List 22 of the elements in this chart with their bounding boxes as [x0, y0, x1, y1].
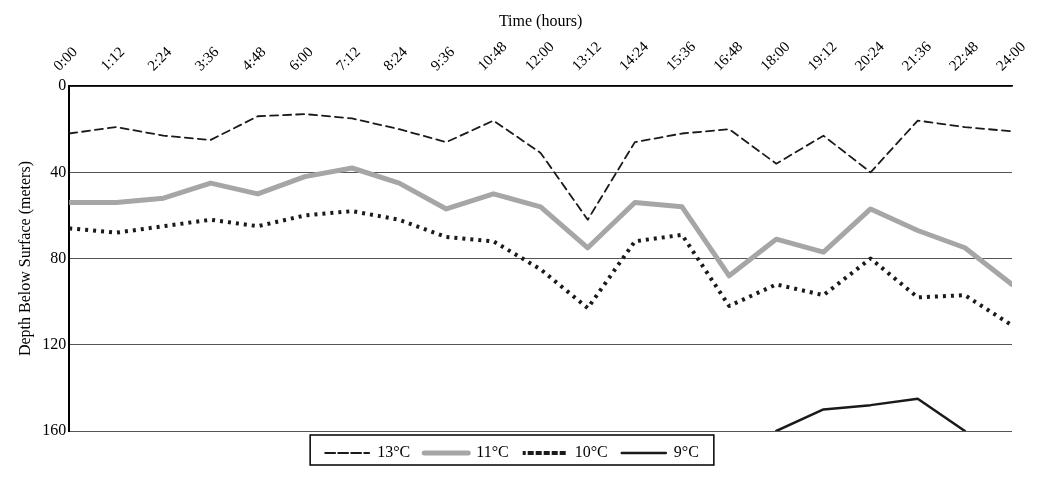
x-tick-label: 4:48 [238, 43, 269, 74]
y-axis-title: Depth Below Surface (meters) [15, 161, 34, 357]
x-tick-label: 7:12 [332, 43, 364, 74]
y-tick-label: 40 [50, 162, 67, 180]
x-tick-label: 9:36 [427, 43, 458, 74]
legend-label: 9°C [673, 443, 699, 461]
legend-label: 13°C [377, 443, 411, 461]
x-tick-label: 0:00 [50, 43, 81, 74]
y-tick-label: 120 [42, 334, 67, 352]
legend-label: 11°C [476, 443, 509, 461]
x-axis-title: Time (hours) [498, 11, 583, 30]
x-tick-label: 6:00 [285, 43, 316, 74]
y-tick-label: 160 [42, 421, 67, 439]
x-tick-label: 2:24 [144, 43, 175, 74]
x-tick-label: 3:36 [191, 43, 223, 74]
x-tick-label: 1:12 [97, 43, 128, 74]
legend-label: 10°C [574, 443, 608, 461]
y-tick-label: 80 [50, 248, 67, 266]
line-series [69, 209, 1012, 328]
x-tick-label: 8:24 [380, 43, 411, 74]
line-series [69, 113, 1012, 221]
y-tick-label: 0 [58, 76, 67, 94]
